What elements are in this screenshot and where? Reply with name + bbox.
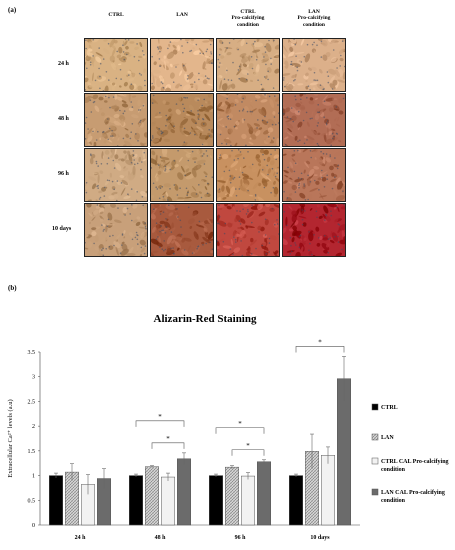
significance-star: * xyxy=(246,442,250,450)
micrograph-3-0 xyxy=(84,203,148,257)
y-tick-label: 2 xyxy=(32,424,35,430)
micrograph-3-1 xyxy=(150,203,214,257)
micrograph-0-2 xyxy=(216,38,280,92)
column-header-3: LAN Pro-calcifying condition xyxy=(297,9,331,28)
bar xyxy=(225,466,239,526)
column-header-0: CTRL xyxy=(108,12,124,18)
y-tick-label: 2.5 xyxy=(28,399,36,405)
legend-sublabel: condition xyxy=(381,498,406,504)
micrograph-2-1 xyxy=(150,148,214,202)
legend-swatch xyxy=(371,433,379,441)
legend-label: CTRL CAL Pro-calcifying xyxy=(381,459,449,465)
micrograph-2-2 xyxy=(216,148,280,202)
significance-bracket xyxy=(215,427,265,434)
alizarin-red-chart: Alizarin-Red Staining 0 0.5 1 1.5 2 2.5 3 3.5 Ext… xyxy=(7,313,449,541)
row-label-0: 24 h xyxy=(58,61,69,67)
significance-bracket xyxy=(135,420,185,427)
bar xyxy=(49,475,63,526)
legend-label: LAN xyxy=(381,435,394,441)
y-tick-label: 3.5 xyxy=(28,350,36,356)
micrograph-1-2 xyxy=(216,93,280,147)
bar xyxy=(289,475,303,526)
y-tick-label: 0.5 xyxy=(28,498,36,504)
row-label-1: 48 h xyxy=(58,116,69,122)
significance-star: * xyxy=(238,420,242,428)
panel-b-label: (b) xyxy=(8,284,17,292)
bar xyxy=(129,475,143,526)
significance-star: * xyxy=(318,338,322,346)
y-axis-label: Extracellular Ca²⁺ levels (a.u) xyxy=(7,399,14,477)
row-label-3: 10 days xyxy=(52,226,72,232)
legend-swatch xyxy=(371,488,379,496)
micrograph-1-1 xyxy=(150,93,214,147)
x-tick-label: 48 h xyxy=(155,535,167,541)
significance-bracket xyxy=(295,346,345,353)
significance-bracket xyxy=(151,442,185,449)
bar xyxy=(209,475,223,526)
bar xyxy=(177,458,191,526)
x-tick-label: 10 days xyxy=(310,535,330,541)
y-tick-label: 3 xyxy=(32,375,35,381)
micrograph-1-0 xyxy=(84,93,148,147)
significance-star: * xyxy=(158,413,162,421)
bar xyxy=(321,455,335,526)
micrograph-0-1 xyxy=(150,38,214,92)
bar xyxy=(145,466,159,526)
column-header-2: CTRL Pro-calcifying condition xyxy=(231,9,265,28)
y-tick-label: 1.5 xyxy=(28,449,36,455)
y-tick-label: 0 xyxy=(32,523,35,529)
legend-label: CTRL xyxy=(381,405,398,411)
x-tick-label: 24 h xyxy=(75,535,87,541)
legend-label: LAN CAL Pro-calcifying xyxy=(381,490,445,496)
micrograph-0-3 xyxy=(282,38,346,92)
bar xyxy=(161,476,175,526)
bar xyxy=(241,475,255,526)
bar xyxy=(257,461,271,526)
chart-title: Alizarin-Red Staining xyxy=(154,313,257,325)
x-tick-label: 96 h xyxy=(235,535,247,541)
panel-a-label: (a) xyxy=(8,6,17,14)
legend-sublabel: condition xyxy=(381,467,406,473)
micrograph-3-2 xyxy=(216,203,280,257)
row-label-2: 96 h xyxy=(58,171,69,177)
significance-star: * xyxy=(166,435,170,443)
micrograph-1-3 xyxy=(282,93,346,147)
micrograph-3-3 xyxy=(282,203,346,257)
column-header-1: LAN xyxy=(176,12,188,18)
legend-swatch xyxy=(371,457,379,465)
legend-swatch xyxy=(371,403,379,411)
micrograph-0-0 xyxy=(84,38,148,92)
significance-bracket xyxy=(231,449,265,456)
y-tick-label: 1 xyxy=(32,474,35,480)
micrograph-2-3 xyxy=(282,148,346,202)
micrograph-2-0 xyxy=(84,148,148,202)
